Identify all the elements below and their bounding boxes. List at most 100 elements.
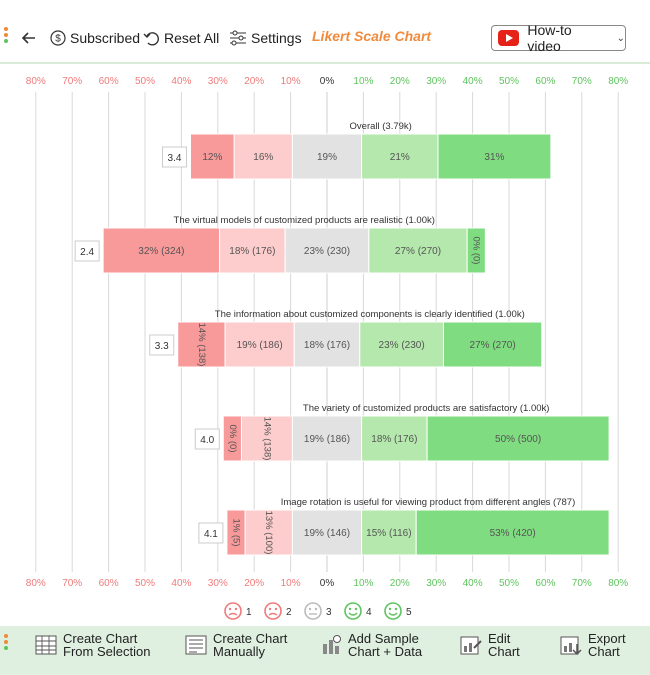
legend-label: 5 — [406, 607, 412, 618]
legend-eye — [308, 607, 312, 611]
mean-value: 3.3 — [155, 341, 169, 352]
bar-data-label: 13% (100) — [263, 511, 274, 555]
add-sample-line2: Chart + Data — [348, 644, 423, 659]
menu-dots-icon[interactable] — [4, 27, 10, 45]
bar-data-label: 15% (116) — [366, 528, 411, 539]
mean-box — [149, 334, 175, 356]
tick-label: 50% — [135, 578, 155, 589]
edit-line1: Edit — [488, 631, 511, 646]
legend-mouth — [348, 612, 358, 616]
category-label: The information about customized compone… — [215, 309, 525, 320]
category-label: Overall (3.79k) — [350, 121, 412, 132]
bar-segment — [293, 321, 361, 368]
settings-button[interactable]: Settings — [229, 27, 302, 49]
bar-data-label: 18% (176) — [304, 340, 350, 351]
tick-label: 80% — [26, 578, 46, 589]
legend-mouth — [268, 612, 278, 616]
tick-label: 0% — [320, 578, 335, 589]
tick-label: 30% — [426, 578, 446, 589]
legend-label: 2 — [286, 607, 292, 618]
tick-label: 70% — [62, 578, 82, 589]
legend-eye — [228, 607, 232, 611]
bar-data-label: 18% (176) — [371, 434, 417, 445]
export-chart-button[interactable]: Export Chart — [560, 630, 626, 660]
tick-label: 10% — [353, 578, 373, 589]
bar-data-label: 21% — [390, 152, 410, 163]
legend-face-icon — [304, 602, 322, 620]
legend-face-icon — [384, 602, 402, 620]
bar-segment — [177, 321, 226, 368]
bar-data-label: 12% — [202, 152, 222, 163]
bar-data-label: 32% (324) — [138, 246, 184, 257]
back-button[interactable] — [20, 27, 42, 49]
chart-type-title: Likert Scale Chart — [312, 28, 432, 44]
tick-label: 60% — [99, 578, 119, 589]
tick-label: 60% — [99, 76, 119, 87]
bar-data-label: 18% (176) — [229, 246, 275, 257]
bar-segment — [466, 227, 486, 274]
settings-sliders-icon — [230, 30, 246, 46]
bar-segment — [224, 321, 295, 368]
howto-video-dropdown[interactable]: How-to video ⌄ — [491, 22, 626, 54]
bar-data-label: 27% (270) — [470, 340, 516, 351]
dollar-circle-icon: $ — [50, 30, 66, 46]
table-grid-icon — [35, 635, 57, 655]
tick-label: 0% — [320, 76, 335, 87]
add-sample-chart-button[interactable]: Add Sample Chart + Data — [320, 630, 422, 660]
legend-eye — [348, 607, 352, 611]
bottom-menu-dots-icon[interactable] — [4, 634, 10, 652]
create-selection-line1: Create Chart — [63, 631, 138, 646]
export-chart-icon — [560, 636, 582, 656]
bar-segment — [442, 321, 543, 368]
edit-chart-button[interactable]: Edit Chart — [460, 630, 520, 660]
tick-label: 20% — [390, 76, 410, 87]
form-list-icon — [185, 635, 207, 655]
bar-segment — [437, 133, 552, 180]
bar-segment — [426, 415, 610, 462]
youtube-icon — [498, 30, 520, 46]
tick-label: 30% — [208, 578, 228, 589]
tick-label: 50% — [499, 76, 519, 87]
legend-face-icon — [224, 602, 242, 620]
legend-label: 1 — [246, 607, 252, 618]
tick-label: 20% — [390, 578, 410, 589]
subscribed-button[interactable]: $ Subscribed — [50, 27, 140, 49]
bottom-toolbar: Create Chart From Selection Create Chart M… — [0, 626, 650, 675]
bar-data-label: 14% (138) — [261, 417, 272, 461]
bar-segment — [361, 415, 428, 462]
category-label: The virtual models of customized product… — [174, 215, 435, 226]
tick-label: 30% — [426, 76, 446, 87]
bar-data-label: 14% (138) — [196, 323, 207, 367]
bar-data-label: 16% — [253, 152, 273, 163]
tick-label: 40% — [171, 578, 191, 589]
top-toolbar: $ Subscribed Reset All Settings Likert S… — [0, 0, 650, 64]
edit-chart-icon — [460, 636, 482, 655]
bar-segment — [415, 509, 610, 556]
chevron-down-icon: ⌄ — [616, 32, 625, 44]
tick-label: 20% — [244, 578, 264, 589]
bar-data-label: 19% (186) — [237, 340, 283, 351]
bar-segment — [291, 415, 363, 462]
tick-label: 60% — [535, 578, 555, 589]
tick-label: 70% — [62, 76, 82, 87]
legend-eye — [388, 607, 392, 611]
reset-all-label: Reset All — [164, 30, 220, 46]
mean-box — [162, 146, 187, 168]
create-manually-button[interactable]: Create Chart Manually — [185, 630, 287, 660]
tick-label: 10% — [281, 76, 301, 87]
bar-data-label: 31% — [484, 152, 504, 163]
reset-all-button[interactable]: Reset All — [143, 27, 219, 49]
tick-label: 50% — [135, 76, 155, 87]
bar-data-label: 19% (186) — [304, 434, 350, 445]
tick-label: 80% — [608, 76, 628, 87]
mean-box — [198, 522, 224, 544]
tick-label: 40% — [463, 578, 483, 589]
create-manual-line1: Create Chart — [213, 631, 288, 646]
bar-segment — [291, 509, 363, 556]
create-manual-line2: Manually — [213, 644, 266, 659]
create-from-selection-button[interactable]: Create Chart From Selection — [35, 630, 150, 660]
bar-segment — [368, 227, 468, 274]
tick-label: 10% — [353, 76, 373, 87]
bar-data-label: 23% (230) — [379, 340, 425, 351]
add-sample-line1: Add Sample — [348, 631, 419, 646]
